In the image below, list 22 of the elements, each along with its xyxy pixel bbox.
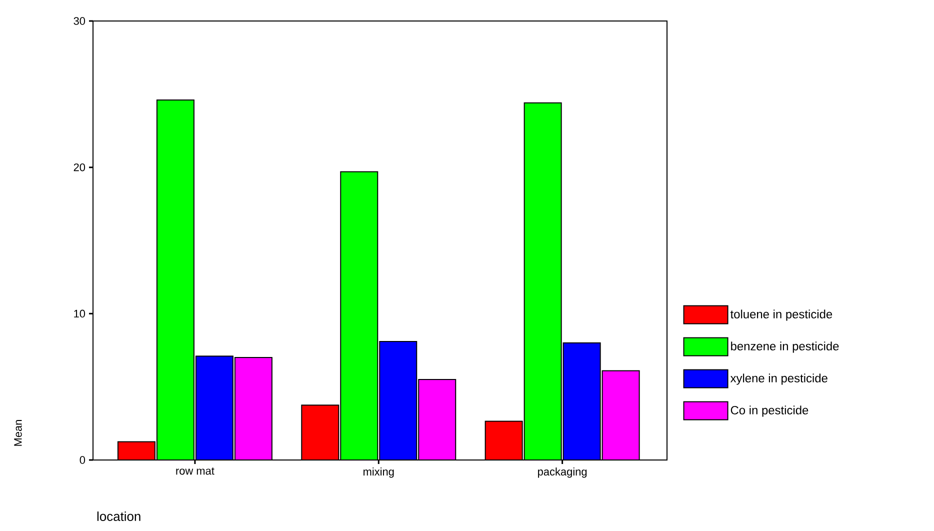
bar <box>524 102 562 460</box>
x-tick-label: row mat <box>176 468 214 475</box>
y-tick-label: 20 <box>74 163 86 172</box>
bar <box>562 342 601 460</box>
legend-label: Co in pesticide <box>730 406 808 417</box>
bar <box>195 356 234 460</box>
y-axis-title: Mean <box>14 420 22 446</box>
legend-label: xylene in pesticide <box>730 374 828 385</box>
x-tick-label: packaging <box>538 468 587 478</box>
bar <box>156 100 194 460</box>
bar <box>301 404 340 460</box>
bar <box>117 441 156 460</box>
bar <box>340 171 378 460</box>
x-axis-title: location <box>97 512 140 522</box>
legend-label: benzene in pesticide <box>731 342 839 353</box>
y-tick-label: 10 <box>74 310 86 318</box>
legend-label: toluene in pesticide <box>730 310 832 321</box>
y-tick-label: 0 <box>80 456 86 464</box>
y-tick-label: 30 <box>74 17 86 25</box>
bar <box>484 420 523 460</box>
x-tick-label: mixing <box>364 468 394 478</box>
bar <box>379 340 418 460</box>
